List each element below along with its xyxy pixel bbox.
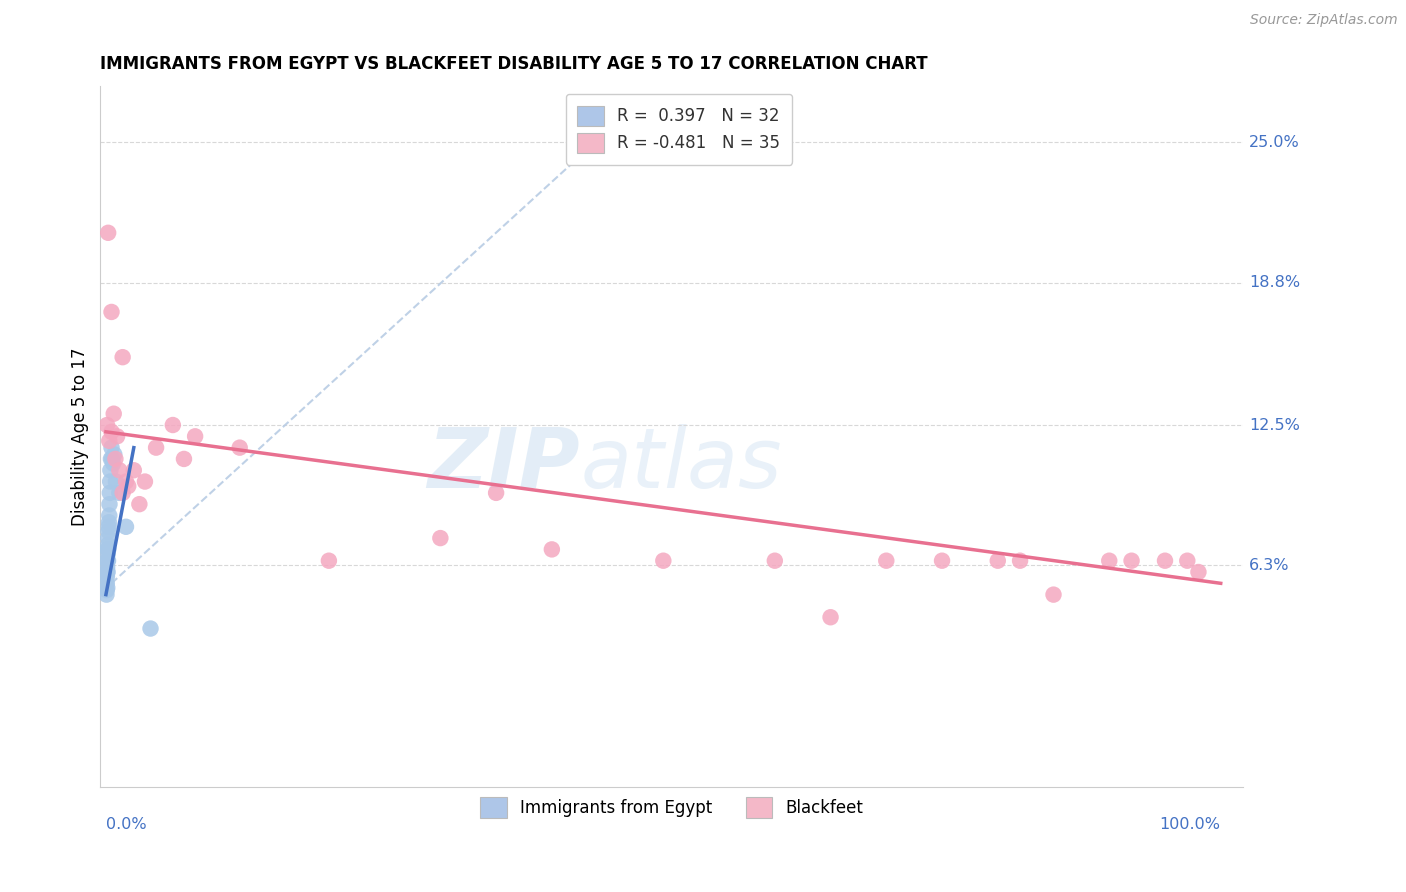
Point <box>96 565 118 579</box>
Point <box>1042 588 1064 602</box>
Text: Source: ZipAtlas.com: Source: ZipAtlas.com <box>1250 13 1398 28</box>
Point <box>101 457 124 471</box>
Point <box>122 463 145 477</box>
Point <box>1175 554 1198 568</box>
Point <box>987 554 1010 568</box>
Point <box>97 226 120 240</box>
Point <box>1010 554 1032 568</box>
Point <box>96 588 118 602</box>
Point <box>103 447 125 461</box>
Y-axis label: Disability Age 5 to 17: Disability Age 5 to 17 <box>72 347 89 525</box>
Point <box>97 531 120 545</box>
Point <box>98 497 121 511</box>
Point <box>97 515 120 529</box>
Point <box>1154 554 1177 568</box>
Point <box>820 610 842 624</box>
Point <box>540 542 562 557</box>
Point <box>652 554 675 568</box>
Point <box>97 554 120 568</box>
Point <box>228 441 250 455</box>
Point <box>115 475 138 489</box>
Point <box>145 441 167 455</box>
Point <box>162 417 184 432</box>
Text: 100.0%: 100.0% <box>1160 817 1220 832</box>
Point <box>763 554 786 568</box>
Text: 18.8%: 18.8% <box>1249 275 1301 290</box>
Point <box>100 305 122 319</box>
Point <box>101 452 124 467</box>
Point <box>128 497 150 511</box>
Point <box>108 486 131 500</box>
Point <box>96 417 118 432</box>
Point <box>98 508 121 523</box>
Point <box>139 622 162 636</box>
Point <box>98 475 121 489</box>
Point <box>100 425 122 439</box>
Point <box>108 463 131 477</box>
Point <box>134 475 156 489</box>
Text: 0.0%: 0.0% <box>105 817 146 832</box>
Point <box>100 463 122 477</box>
Point <box>485 486 508 500</box>
Point <box>100 452 122 467</box>
Point <box>875 554 897 568</box>
Legend: Immigrants from Egypt, Blackfeet: Immigrants from Egypt, Blackfeet <box>470 788 873 828</box>
Point <box>105 429 128 443</box>
Text: 25.0%: 25.0% <box>1249 135 1299 150</box>
Point <box>1187 565 1209 579</box>
Point <box>96 554 118 568</box>
Point <box>96 581 118 595</box>
Point <box>97 542 120 557</box>
Text: ZIP: ZIP <box>427 424 581 505</box>
Text: atlas: atlas <box>581 424 782 505</box>
Point <box>96 569 118 583</box>
Point <box>97 565 120 579</box>
Point <box>97 520 120 534</box>
Point <box>117 479 139 493</box>
Point <box>318 554 340 568</box>
Text: 6.3%: 6.3% <box>1249 558 1289 573</box>
Point <box>173 452 195 467</box>
Point <box>115 520 138 534</box>
Point <box>184 429 207 443</box>
Point <box>97 524 120 539</box>
Point <box>104 475 127 489</box>
Point <box>98 486 121 500</box>
Point <box>103 407 125 421</box>
Point <box>96 576 118 591</box>
Text: 12.5%: 12.5% <box>1249 417 1299 433</box>
Point <box>104 452 127 467</box>
Point <box>429 531 451 545</box>
Point <box>111 486 134 500</box>
Point <box>1121 554 1143 568</box>
Point <box>96 560 118 574</box>
Point <box>97 547 120 561</box>
Point <box>97 538 120 552</box>
Point <box>100 441 122 455</box>
Point <box>97 542 120 557</box>
Text: IMMIGRANTS FROM EGYPT VS BLACKFEET DISABILITY AGE 5 TO 17 CORRELATION CHART: IMMIGRANTS FROM EGYPT VS BLACKFEET DISAB… <box>100 55 928 73</box>
Point <box>111 350 134 364</box>
Point <box>98 434 121 448</box>
Point <box>1098 554 1121 568</box>
Point <box>96 583 118 598</box>
Point <box>931 554 953 568</box>
